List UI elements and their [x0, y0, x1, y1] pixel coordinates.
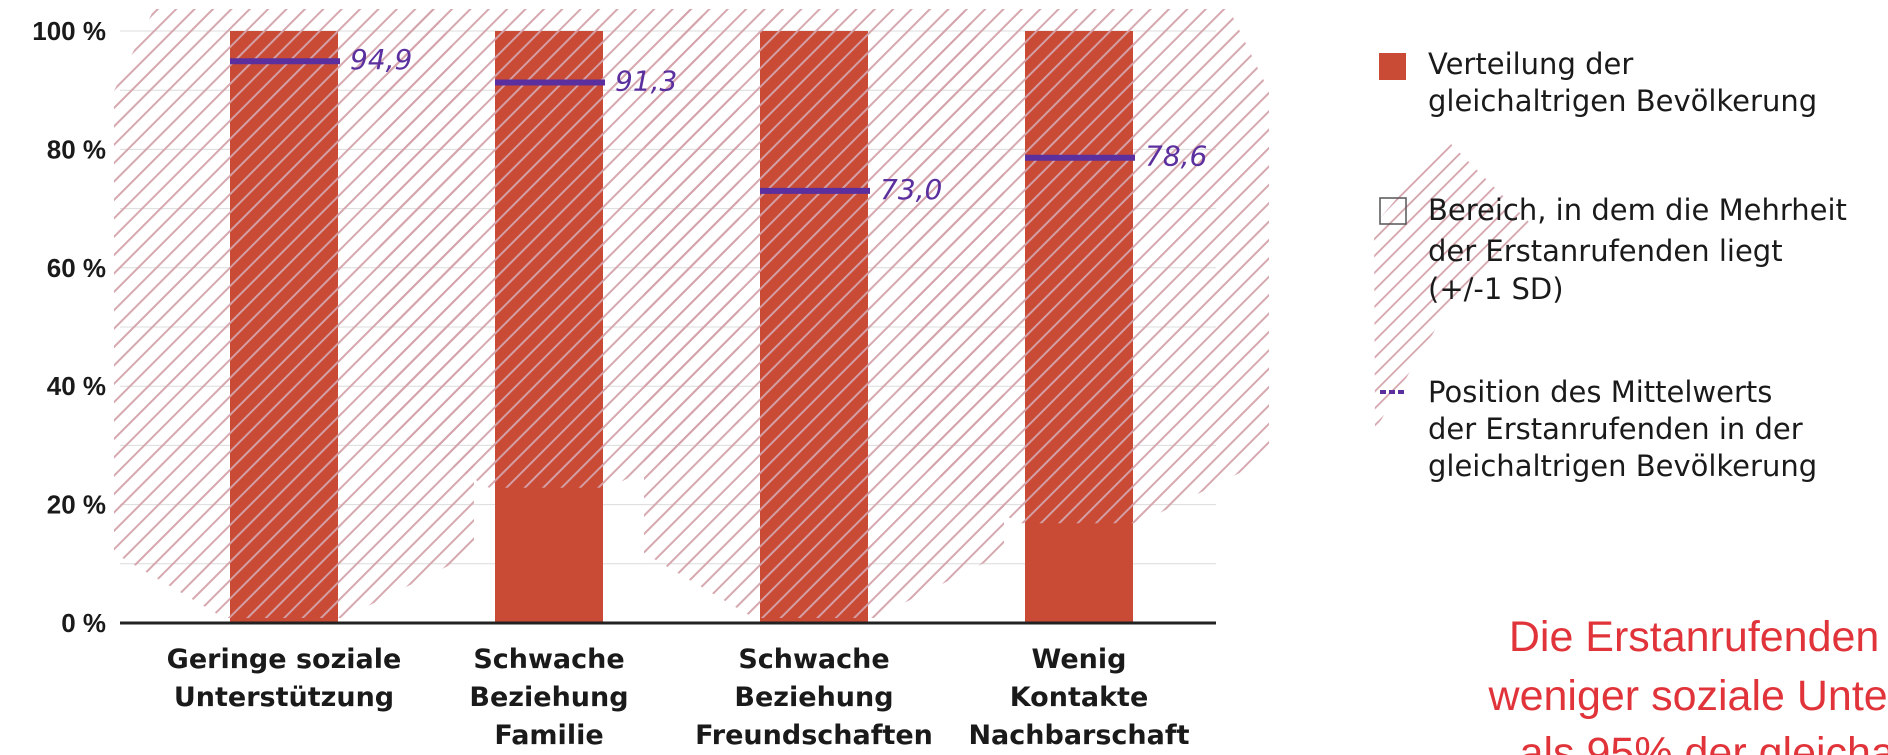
legend-item-range-label: Bereich, in dem die Mehrheit der Erstanr… — [1428, 193, 1856, 306]
legend-item-bar-label: Verteilung der gleichaltrigen Bevölkerun… — [1428, 47, 1817, 118]
legend-item-marker-label: Position des Mittelwerts der Erstanrufen… — [1428, 375, 1817, 483]
category-label-line: Freundschaften — [695, 720, 933, 751]
sd-hatch-region — [909, 9, 1269, 524]
category-label-line: Schwache — [738, 644, 889, 675]
category-label-line: Wenig — [1032, 644, 1127, 675]
category-label-line: Schwache — [473, 644, 624, 675]
legend-bar-swatch — [1379, 53, 1406, 80]
mean-value-label: 91,3 — [615, 65, 677, 98]
category-label-line: Unterstützung — [174, 682, 394, 713]
caption-line: als 95% der gleichalt — [1520, 729, 1888, 755]
legend-hatch-decoration — [1374, 140, 1532, 430]
caption-line: weniger soziale Unterst — [1488, 672, 1888, 720]
category-label-line: Geringe soziale — [167, 644, 402, 675]
category-label-line: Beziehung — [734, 682, 893, 713]
legend-item-bar-line: Verteilung der — [1428, 47, 1633, 81]
legend-item-range-line: Bereich, in dem die Mehrheit — [1428, 193, 1847, 227]
category-label: Schwache Beziehung Freundschaften — [695, 644, 933, 751]
caption-line: Die Erstanrufenden h — [1509, 613, 1888, 661]
category-label: Schwache Beziehung Familie — [469, 644, 628, 751]
sd-hatch-regions — [114, 9, 1269, 618]
y-tick-label: 0 % — [61, 608, 106, 638]
mean-value-label: 94,9 — [350, 43, 412, 76]
legend-item-range-line: der Erstanrufenden liegt — [1428, 234, 1783, 268]
legend-item-marker-line: der Erstanrufenden in der — [1428, 412, 1803, 446]
category-labels: Geringe soziale Unterstützung Schwache Bezi… — [167, 644, 1190, 751]
category-label: Geringe soziale Unterstützung — [167, 644, 402, 713]
category-label-line: Nachbarschaft — [968, 720, 1189, 751]
mean-value-label: 78,6 — [1145, 140, 1207, 173]
legend-item-bar-line: gleichaltrigen Bevölkerung — [1428, 84, 1817, 118]
y-tick-label: 20 % — [47, 490, 106, 520]
legend-range-swatch — [1379, 197, 1407, 225]
legend-item-marker-line: Position des Mittelwerts — [1428, 375, 1772, 409]
y-tick-label: 100 % — [32, 16, 106, 46]
legend: Verteilung der gleichaltrigen Bevölkerun… — [1374, 47, 1856, 483]
legend-item-range-line: (+/-1 SD) — [1428, 272, 1564, 306]
y-tick-label: 40 % — [47, 371, 106, 401]
legend-item-marker-line: gleichaltrigen Bevölkerung — [1428, 449, 1817, 483]
y-axis-ticks: 0 % 20 % 40 % 60 % 80 % 100 % — [32, 16, 106, 638]
category-label: Wenig Kontakte Nachbarschaft — [968, 644, 1189, 751]
y-tick-label: 80 % — [47, 134, 106, 164]
mean-markers: 94,9 91,3 73,0 78,6 — [230, 43, 1207, 206]
category-label-line: Beziehung — [469, 682, 628, 713]
category-label-line: Kontakte — [1010, 682, 1149, 713]
caption-text: Die Erstanrufenden h weniger soziale Unt… — [1488, 613, 1888, 755]
y-tick-label: 60 % — [47, 253, 106, 283]
category-label-line: Familie — [494, 720, 603, 751]
mean-value-label: 73,0 — [880, 173, 942, 206]
